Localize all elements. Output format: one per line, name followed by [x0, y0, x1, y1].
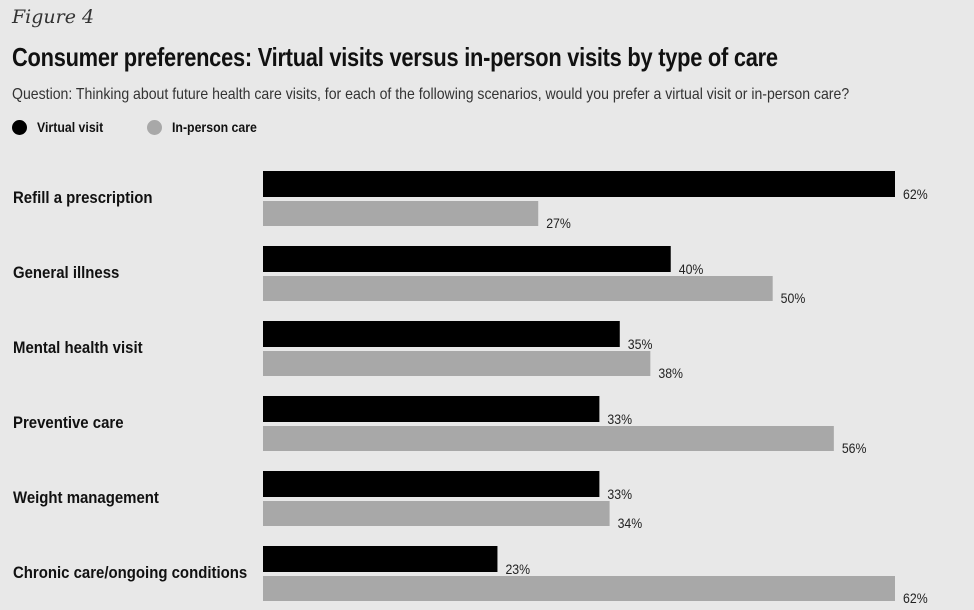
data-label: 38%	[658, 365, 683, 381]
bar-virtual	[263, 246, 671, 272]
category-label: Preventive care	[13, 414, 124, 432]
data-label: 62%	[903, 590, 928, 606]
data-label: 27%	[546, 215, 571, 231]
bar-in-person	[263, 501, 610, 526]
category-label: Weight management	[13, 489, 160, 507]
data-label: 50%	[781, 290, 806, 306]
figure-label: Figure 4	[12, 6, 95, 28]
bar-virtual	[263, 546, 498, 572]
bar-in-person	[263, 426, 834, 451]
category-label: Mental health visit	[13, 339, 143, 357]
bar-in-person	[263, 201, 539, 226]
category-label: Chronic care/ongoing conditions	[13, 564, 247, 582]
bar-virtual	[263, 396, 600, 422]
legend-item-virtual: Virtual visit	[12, 119, 112, 135]
bar-in-person	[263, 351, 651, 376]
legend-label: Virtual visit	[37, 119, 104, 135]
legend-swatch-in-person	[147, 119, 162, 135]
bar-in-person	[263, 276, 773, 301]
data-label: 62%	[903, 186, 928, 202]
data-label: 34%	[618, 515, 643, 531]
data-label: 33%	[607, 486, 632, 502]
data-label: 56%	[842, 440, 867, 456]
legend-label: In-person care	[172, 119, 257, 135]
chart-subtitle: Question: Thinking about future health c…	[12, 86, 850, 103]
data-label: 40%	[679, 261, 704, 277]
data-label: 23%	[505, 561, 530, 577]
data-label: 33%	[607, 411, 632, 427]
chart-title: Consumer preferences: Virtual visits ver…	[12, 42, 778, 72]
category-label: General illness	[13, 264, 119, 282]
bar-virtual	[263, 321, 620, 347]
data-label: 35%	[628, 336, 653, 352]
bar-virtual	[263, 171, 895, 197]
legend-swatch-virtual	[12, 119, 27, 135]
bar-virtual	[263, 471, 600, 497]
bar-in-person	[263, 576, 895, 601]
legend-item-in-person: In-person care	[147, 119, 268, 135]
category-label: Refill a prescription	[13, 189, 153, 207]
